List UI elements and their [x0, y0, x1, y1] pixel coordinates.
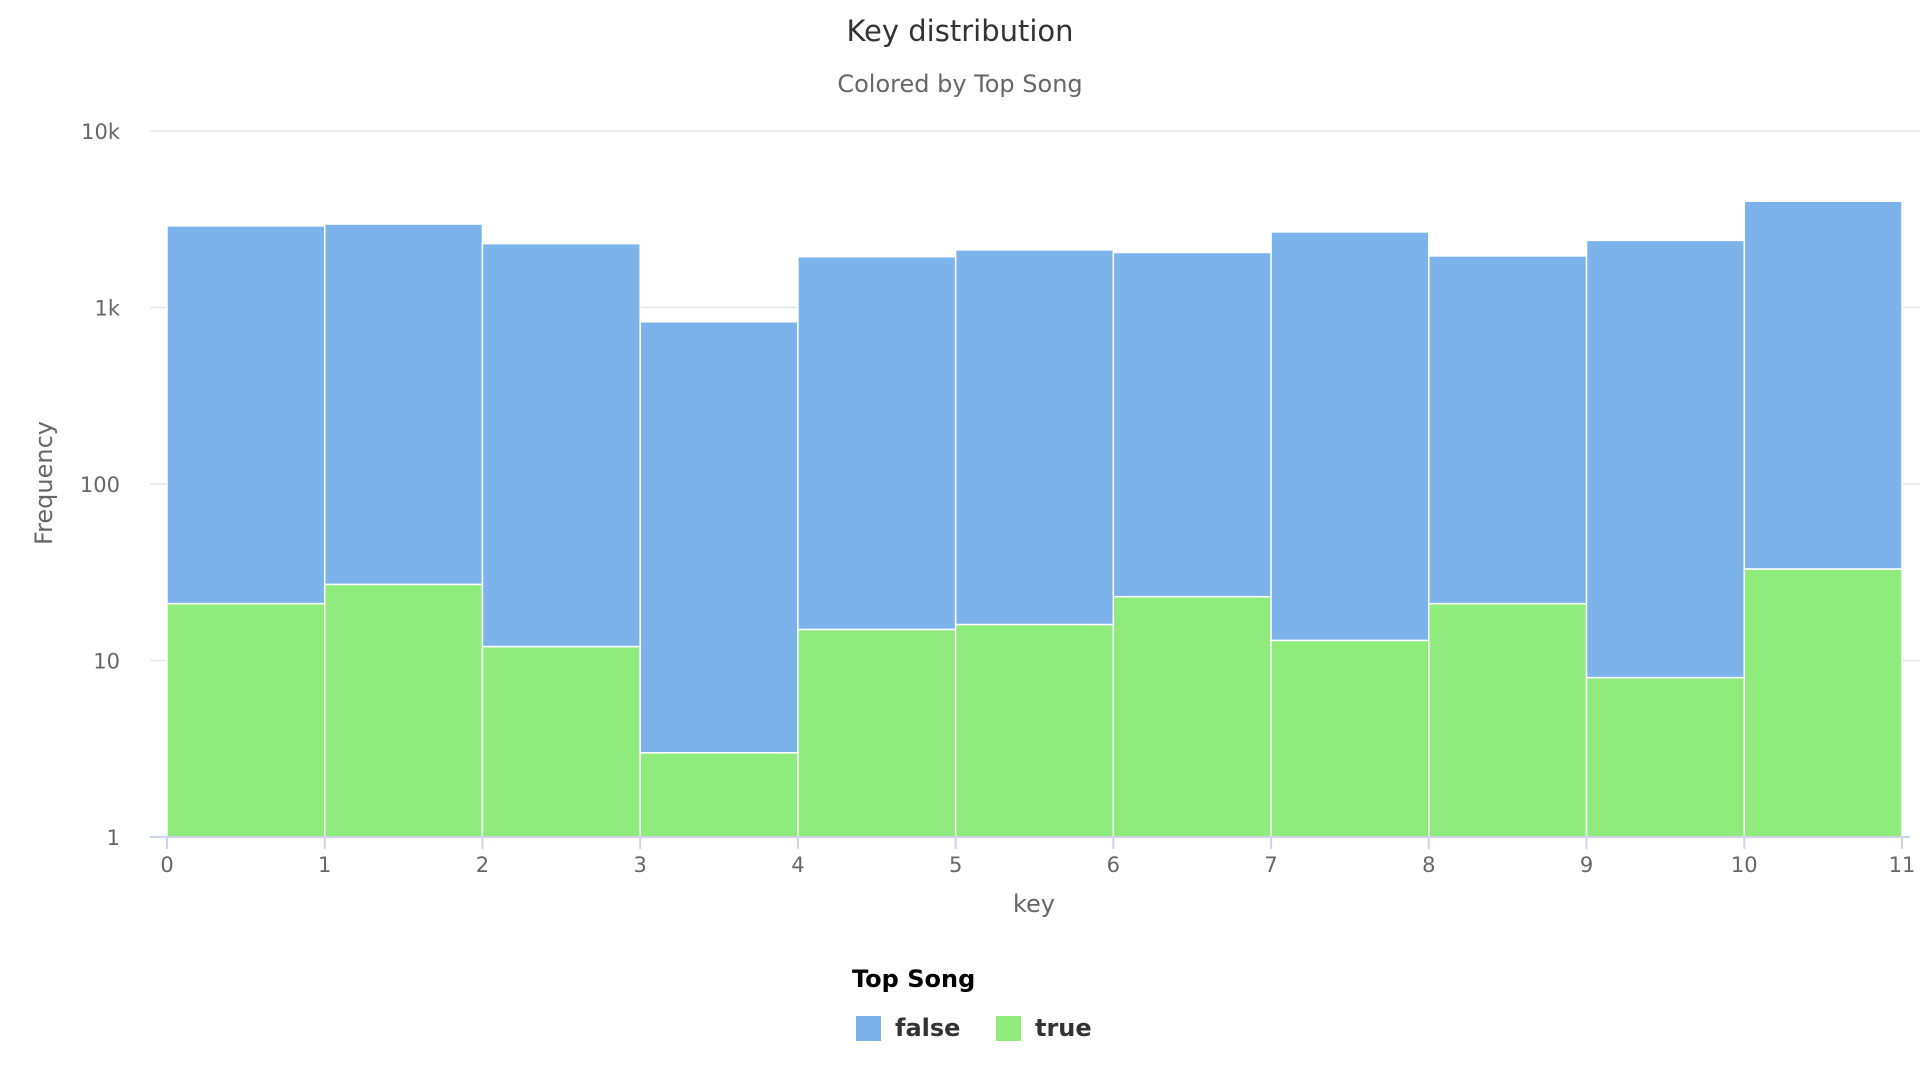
y-tick-label: 10k	[81, 120, 121, 144]
chart-title: Key distribution	[846, 14, 1074, 48]
bar-false-key-10[interactable]	[1743, 200, 1903, 570]
bar-true-key-4[interactable]	[797, 628, 957, 838]
x-tick-label: 5	[949, 853, 962, 877]
bar-true-key-9[interactable]	[1585, 676, 1746, 838]
x-tick-label: 1	[318, 853, 331, 877]
legend-swatch-true	[996, 1015, 1021, 1041]
x-tick-label: 3	[633, 853, 646, 877]
x-tick-label: 8	[1422, 853, 1435, 877]
bar-true-key-3[interactable]	[639, 752, 799, 838]
bar-false-key-5[interactable]	[954, 249, 1115, 626]
x-tick-label: 6	[1107, 853, 1120, 877]
y-tick-label: 1k	[94, 297, 120, 321]
chart-subtitle: Colored by Top Song	[837, 70, 1083, 98]
legend-label-false: false	[895, 1014, 961, 1042]
x-tick-label: 9	[1580, 853, 1593, 877]
bar-true-key-2[interactable]	[481, 645, 641, 838]
x-axis-label: key	[1013, 890, 1055, 918]
y-tick-labels: 1 10 100 1k 10k	[80, 120, 121, 850]
y-axis-label: Frequency	[30, 421, 58, 545]
bar-false-key-2[interactable]	[481, 242, 641, 648]
axes	[150, 836, 1910, 849]
bar-false-key-9[interactable]	[1585, 239, 1746, 679]
bar-true-key-7[interactable]	[1270, 639, 1430, 838]
legend-title: Top Song	[852, 965, 976, 993]
x-tick-label: 11	[1889, 853, 1916, 877]
legend-swatch-false	[856, 1015, 881, 1041]
bar-false-key-1[interactable]	[323, 223, 484, 586]
y-tick-label: 100	[80, 473, 120, 497]
x-tick-label: 2	[476, 853, 489, 877]
x-tick-label: 0	[160, 853, 173, 877]
bar-true-key-1[interactable]	[323, 583, 484, 838]
bar-false-key-3[interactable]	[639, 321, 799, 754]
x-tick-label: 7	[1264, 853, 1277, 877]
bar-true-key-6[interactable]	[1112, 595, 1272, 838]
x-tick-label: 10	[1731, 853, 1758, 877]
bar-true-key-0[interactable]	[166, 602, 326, 838]
legend-item-false[interactable]: false	[856, 1013, 960, 1043]
legend-label-true: true	[1035, 1014, 1092, 1042]
bars	[166, 200, 1903, 838]
bar-false-key-0[interactable]	[166, 225, 326, 605]
bar-false-key-4[interactable]	[797, 255, 957, 631]
bar-false-key-8[interactable]	[1428, 255, 1588, 605]
bar-false-key-6[interactable]	[1112, 251, 1272, 598]
bar-true-key-8[interactable]	[1428, 602, 1588, 838]
x-tick-labels: 0 1 2 3 4 5 6 7 8 9 10 11	[160, 853, 1915, 877]
x-tick-label: 4	[791, 853, 804, 877]
y-tick-label: 10	[93, 650, 120, 674]
bar-true-key-5[interactable]	[954, 623, 1115, 838]
legend-item-true[interactable]: true	[996, 1013, 1092, 1043]
y-tick-label: 1	[107, 826, 120, 850]
bar-false-key-7[interactable]	[1270, 231, 1430, 642]
histogram-plot: 1 10 100 1k 10k 0 1 2 3 4 5 6 7 8 9 10 11 Frequency key	[30, 120, 1920, 918]
bar-true-key-10[interactable]	[1743, 568, 1903, 838]
